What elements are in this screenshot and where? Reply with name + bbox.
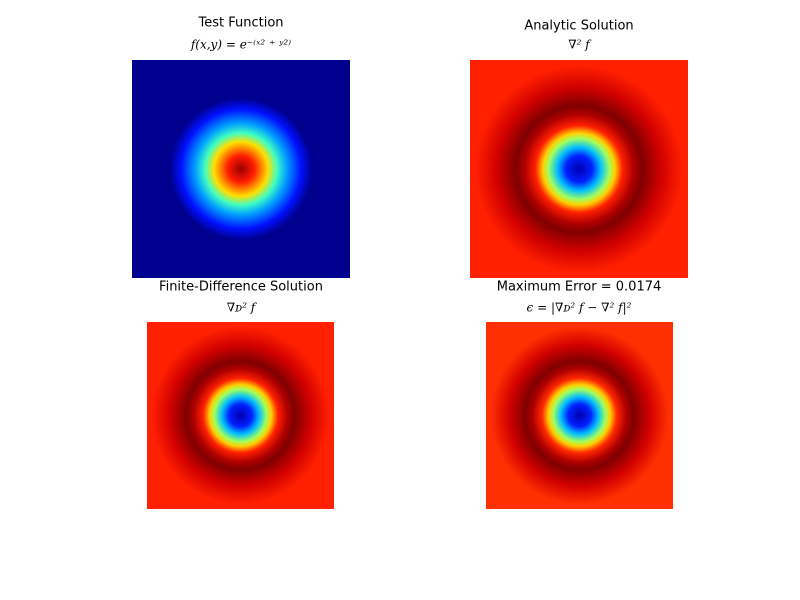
panel-subtitle: f(x,y) = e⁻⁽ˣ² ⁺ ʸ²⁾	[190, 38, 291, 52]
heatmap	[486, 322, 673, 509]
panel-title: Test Function	[197, 16, 283, 31]
panel-title: Maximum Error = 0.0174	[497, 280, 662, 295]
panel-title: Finite-Difference Solution	[159, 280, 323, 295]
panel-subtitle: ∇² f	[568, 38, 592, 52]
panel-title: Analytic Solution	[524, 19, 633, 34]
heatmap	[147, 322, 334, 509]
heatmap	[470, 60, 688, 278]
panel-subtitle: ∇ᴅ² f	[227, 301, 258, 315]
heatmap	[132, 60, 350, 278]
panel-subtitle: ϵ = |∇ᴅ² f − ∇² f|²	[527, 301, 632, 315]
